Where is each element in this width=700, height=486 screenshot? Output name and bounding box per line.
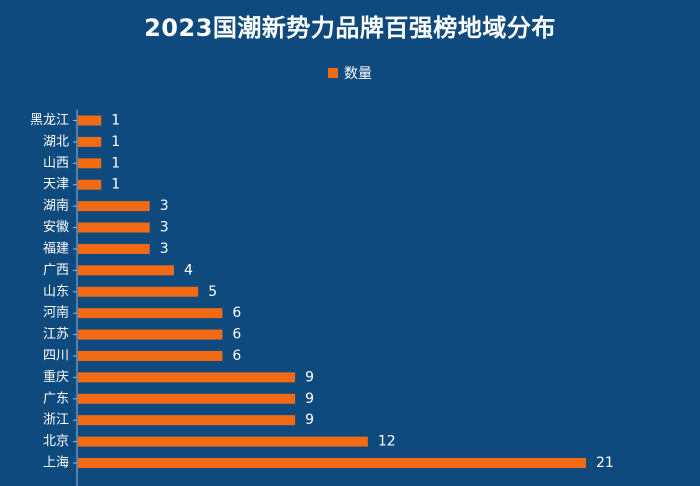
legend-swatch [328, 68, 338, 78]
bar [78, 136, 102, 147]
category-label: 浙江 [43, 413, 69, 428]
category-label: 安徽 [43, 220, 69, 235]
category-label: 重庆 [43, 369, 69, 385]
data-label: 6 [232, 348, 241, 364]
data-label: 4 [184, 262, 193, 278]
data-label: 3 [160, 220, 169, 236]
bar [78, 372, 296, 383]
data-label: 3 [160, 241, 169, 257]
data-label: 6 [232, 327, 241, 343]
bar [78, 458, 586, 468]
data-label: 1 [111, 177, 120, 193]
data-label: 6 [232, 305, 241, 321]
category-label: 四川 [43, 348, 69, 363]
bar [78, 436, 368, 447]
category-label: 天津 [43, 177, 69, 192]
data-label: 3 [160, 198, 169, 214]
bar [78, 415, 296, 426]
bar [78, 393, 296, 404]
data-label: 5 [208, 284, 217, 300]
bar [78, 222, 150, 233]
bar [78, 265, 174, 276]
bar [78, 243, 150, 254]
data-label: 12 [378, 434, 396, 450]
data-label: 9 [305, 391, 314, 407]
bar [78, 350, 223, 361]
category-label: 河南 [43, 305, 69, 321]
legend-label: 数量 [344, 66, 372, 82]
category-label: 湖北 [43, 134, 69, 149]
bar [78, 158, 102, 169]
bar [78, 201, 150, 212]
category-label: 广东 [43, 391, 69, 406]
chart-title: 2023国潮新势力品牌百强榜地域分布 [144, 14, 556, 42]
data-label: 21 [596, 455, 614, 471]
category-label: 上海 [43, 456, 69, 471]
data-label: 1 [111, 113, 120, 129]
bar [78, 179, 102, 190]
category-label: 广西 [43, 263, 69, 278]
category-label: 福建 [43, 241, 69, 256]
bar [78, 329, 223, 340]
category-label: 江苏 [43, 326, 69, 342]
category-label: 北京 [43, 434, 69, 449]
legend: 数量 [0, 63, 700, 83]
data-label: 9 [305, 369, 314, 385]
data-label: 1 [111, 155, 120, 171]
category-label: 黑龙江 [30, 113, 69, 128]
bar [78, 308, 223, 319]
category-label: 山西 [43, 156, 69, 171]
data-label: 9 [305, 412, 314, 428]
category-label: 湖南 [43, 198, 69, 214]
category-label: 山东 [43, 284, 69, 299]
data-label: 1 [111, 134, 120, 150]
bar [78, 286, 199, 297]
bar [78, 115, 102, 126]
